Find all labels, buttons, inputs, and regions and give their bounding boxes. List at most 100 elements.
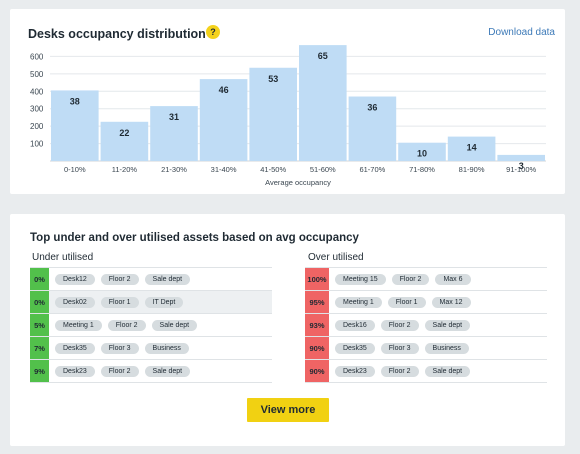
x-axis-title: Average occupancy xyxy=(265,178,331,187)
occupancy-percent: 90% xyxy=(305,360,329,382)
x-tick-label: 0-10% xyxy=(64,165,86,174)
bar-data-label: 46 xyxy=(219,85,229,95)
y-tick-label: 500 xyxy=(30,70,44,79)
bar xyxy=(497,154,545,161)
asset-row[interactable]: 7% Desk35 Floor 3 Business xyxy=(30,337,272,360)
asset-row[interactable]: 90% Desk35 Floor 3 Business xyxy=(305,337,547,360)
bar-data-label: 38 xyxy=(70,96,80,106)
asset-tag: Sale dept xyxy=(151,319,198,331)
x-tick-label: 11-20% xyxy=(112,165,138,174)
asset-tag: Floor 2 xyxy=(100,365,139,377)
asset-tag: Meeting 15 xyxy=(335,273,386,285)
asset-tags: Desk16 Floor 2 Sale dept xyxy=(329,319,471,331)
occupancy-percent: 90% xyxy=(305,337,329,359)
x-tick-label: 21-30% xyxy=(161,165,187,174)
x-tick-label: 91-100% xyxy=(506,165,536,174)
asset-tag: Floor 2 xyxy=(107,319,146,331)
bar xyxy=(398,142,446,161)
asset-tag: Desk12 xyxy=(55,273,95,285)
asset-tags: Meeting 1 Floor 2 Sale dept xyxy=(49,319,198,331)
asset-tag: Desk23 xyxy=(335,365,375,377)
under-utilised-title: Under utilised xyxy=(32,252,94,263)
y-tick-label: 300 xyxy=(30,105,44,114)
asset-tag: Business xyxy=(424,342,469,354)
asset-tag: Max 6 xyxy=(435,273,471,285)
x-tick-label: 71-80% xyxy=(409,165,435,174)
y-tick-label: 200 xyxy=(30,122,44,131)
x-tick-label: 31-40% xyxy=(211,165,237,174)
asset-row[interactable]: 0% Desk12 Floor 2 Sale dept xyxy=(30,268,272,291)
asset-tag: Sale dept xyxy=(424,365,471,377)
occupancy-percent: 5% xyxy=(30,314,49,336)
asset-tag: Sale dept xyxy=(144,273,191,285)
y-tick-label: 100 xyxy=(30,140,44,149)
x-tick-label: 81-90% xyxy=(459,165,485,174)
bar xyxy=(150,106,198,161)
occupancy-chart: 100 200 300 400 500 600 38 0-10% 22 11-20% 31 21-30… xyxy=(30,45,546,187)
asset-tag: Desk02 xyxy=(55,296,95,308)
asset-tag: Desk23 xyxy=(55,365,95,377)
asset-tag: Floor 2 xyxy=(391,273,430,285)
bar xyxy=(299,45,347,161)
occupancy-title: Desks occupancy distribution xyxy=(28,27,206,41)
download-data-link[interactable]: Download data xyxy=(488,27,555,38)
asset-row[interactable]: 95% Meeting 1 Floor 1 Max 12 xyxy=(305,291,547,314)
occupancy-card: Desks occupancy distribution ? Download … xyxy=(10,9,565,194)
asset-row[interactable]: 90% Desk23 Floor 2 Sale dept xyxy=(305,360,547,383)
x-tick-label: 61-70% xyxy=(359,165,385,174)
asset-tag: Floor 1 xyxy=(387,296,426,308)
bar xyxy=(100,121,149,161)
asset-tags: Meeting 15 Floor 2 Max 6 xyxy=(329,273,471,285)
occupancy-percent: 93% xyxy=(305,314,329,336)
asset-tag: IT Dept xyxy=(144,296,184,308)
under-utilised-list: 0% Desk12 Floor 2 Sale dept 0% Desk02 Floor 1 I… xyxy=(30,267,272,383)
over-utilised-list: 100% Meeting 15 Floor 2 Max 6 95% Meeting 1 Fl… xyxy=(305,267,547,383)
asset-tag: Floor 2 xyxy=(380,319,419,331)
asset-tag: Desk35 xyxy=(335,342,375,354)
occupancy-percent: 0% xyxy=(30,291,49,313)
bar-data-label: 31 xyxy=(169,112,179,122)
asset-tags: Desk35 Floor 3 Business xyxy=(329,342,469,354)
bar-data-label: 36 xyxy=(367,103,377,113)
asset-tag: Business xyxy=(144,342,189,354)
asset-tag: Sale dept xyxy=(424,319,471,331)
asset-tag: Floor 3 xyxy=(380,342,419,354)
asset-tag: Sale dept xyxy=(144,365,191,377)
occupancy-percent: 0% xyxy=(30,268,49,290)
assets-title: Top under and over utilised assets based… xyxy=(30,232,359,244)
asset-tag: Desk35 xyxy=(55,342,95,354)
occupancy-percent: 100% xyxy=(305,268,329,290)
asset-row[interactable]: 5% Meeting 1 Floor 2 Sale dept xyxy=(30,314,272,337)
asset-tag: Floor 3 xyxy=(100,342,139,354)
occupancy-percent: 95% xyxy=(305,291,329,313)
bar xyxy=(249,67,297,161)
asset-row[interactable]: 100% Meeting 15 Floor 2 Max 6 xyxy=(305,268,547,291)
bar-data-label: 3 xyxy=(519,161,524,171)
occupancy-percent: 9% xyxy=(30,360,49,382)
bar xyxy=(348,96,397,161)
asset-tags: Desk23 Floor 2 Sale dept xyxy=(49,365,191,377)
bar-data-label: 53 xyxy=(268,74,278,84)
bar xyxy=(199,79,248,161)
asset-tags: Desk02 Floor 1 IT Dept xyxy=(49,296,184,308)
view-more-button[interactable]: View more xyxy=(247,398,329,422)
asset-tags: Desk12 Floor 2 Sale dept xyxy=(49,273,191,285)
bar xyxy=(51,90,99,161)
bar-data-label: 10 xyxy=(417,149,427,159)
asset-row[interactable]: 9% Desk23 Floor 2 Sale dept xyxy=(30,360,272,383)
over-utilised-title: Over utilised xyxy=(308,252,364,263)
x-tick-label: 51-60% xyxy=(310,165,336,174)
asset-row[interactable]: 0% Desk02 Floor 1 IT Dept xyxy=(30,291,272,314)
asset-tag: Meeting 1 xyxy=(335,296,382,308)
bar-data-label: 65 xyxy=(318,51,328,61)
help-icon[interactable]: ? xyxy=(206,25,220,39)
bar-data-label: 14 xyxy=(467,143,477,153)
asset-tag: Floor 2 xyxy=(100,273,139,285)
asset-row[interactable]: 93% Desk16 Floor 2 Sale dept xyxy=(305,314,547,337)
asset-tag: Max 12 xyxy=(431,296,471,308)
asset-tag: Meeting 1 xyxy=(55,319,102,331)
asset-tag: Floor 1 xyxy=(100,296,139,308)
y-tick-label: 400 xyxy=(30,87,44,96)
asset-tag: Desk16 xyxy=(335,319,375,331)
asset-tags: Desk35 Floor 3 Business xyxy=(49,342,189,354)
